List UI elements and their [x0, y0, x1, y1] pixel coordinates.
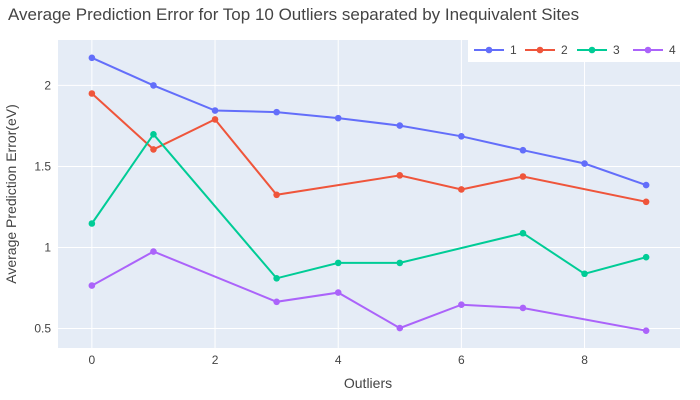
data-point-series-1: [519, 146, 527, 154]
data-point-series-3: [88, 220, 96, 227]
series-layer: [88, 54, 650, 334]
x-tick-label: 2: [212, 353, 219, 367]
data-point-series-4: [273, 298, 280, 306]
x-tick-label: 8: [581, 353, 588, 367]
legend-label-4: 4: [669, 43, 676, 57]
data-point-series-1: [642, 181, 650, 189]
y-tick-label: 2: [44, 78, 51, 92]
plot-area: [58, 40, 680, 348]
data-point-series-1: [88, 54, 96, 62]
data-point-series-1: [581, 160, 588, 167]
tick-labels: 0 2 4 6 8 0.5 1 1.5 2: [34, 78, 588, 367]
data-point-series-2: [396, 172, 404, 179]
x-tick-label: 0: [89, 353, 96, 367]
data-point-series-1: [334, 114, 342, 122]
legend: 1 2 3 4: [468, 38, 680, 62]
data-point-series-4: [396, 324, 404, 332]
series-line-3: [91, 132, 647, 280]
data-point-series-3: [150, 131, 157, 138]
data-point-series-1: [211, 107, 219, 114]
x-axis-title: Outliers: [344, 375, 392, 391]
legend-marker-2: [536, 46, 544, 54]
legend-label-1: 1: [510, 43, 517, 57]
series-line-2: [91, 92, 647, 203]
y-axis-title: Average Prediction Error(eV): [3, 104, 19, 283]
data-point-series-3: [581, 270, 588, 278]
data-point-series-2: [519, 173, 527, 180]
x-tick-label: 6: [458, 353, 465, 367]
data-point-series-4: [88, 282, 96, 289]
grid-lines: [58, 40, 680, 348]
series-line-1: [91, 56, 647, 187]
y-tick-label: 1: [44, 240, 51, 254]
y-tick-label: 0.5: [34, 322, 51, 336]
data-point-series-4: [150, 248, 157, 255]
data-point-series-3: [396, 259, 404, 267]
legend-marker-1: [485, 46, 493, 54]
data-point-series-2: [273, 191, 280, 199]
data-point-series-2: [211, 116, 219, 123]
legend-marker-3: [588, 46, 596, 54]
data-point-series-3: [334, 259, 342, 267]
data-point-series-2: [458, 186, 465, 193]
data-point-series-4: [642, 327, 650, 334]
x-tick-label: 4: [335, 353, 342, 367]
legend-marker-4: [644, 46, 652, 54]
data-point-series-3: [519, 229, 527, 237]
legend-label-2: 2: [561, 43, 568, 57]
series-line-4: [91, 250, 647, 332]
y-tick-label: 1.5: [34, 159, 51, 173]
data-point-series-2: [642, 198, 650, 206]
data-point-series-1: [458, 132, 465, 140]
data-point-series-3: [642, 253, 650, 261]
data-point-series-2: [150, 146, 157, 153]
data-point-series-4: [519, 304, 527, 312]
data-point-series-1: [273, 108, 280, 116]
data-point-series-4: [458, 301, 465, 309]
data-point-series-4: [334, 289, 342, 296]
data-point-series-1: [396, 122, 404, 129]
chart-title: Average Prediction Error for Top 10 Outl…: [8, 5, 579, 24]
data-point-series-2: [88, 90, 96, 97]
data-point-series-3: [273, 274, 280, 282]
legend-label-3: 3: [613, 43, 620, 57]
data-point-series-1: [150, 82, 157, 89]
